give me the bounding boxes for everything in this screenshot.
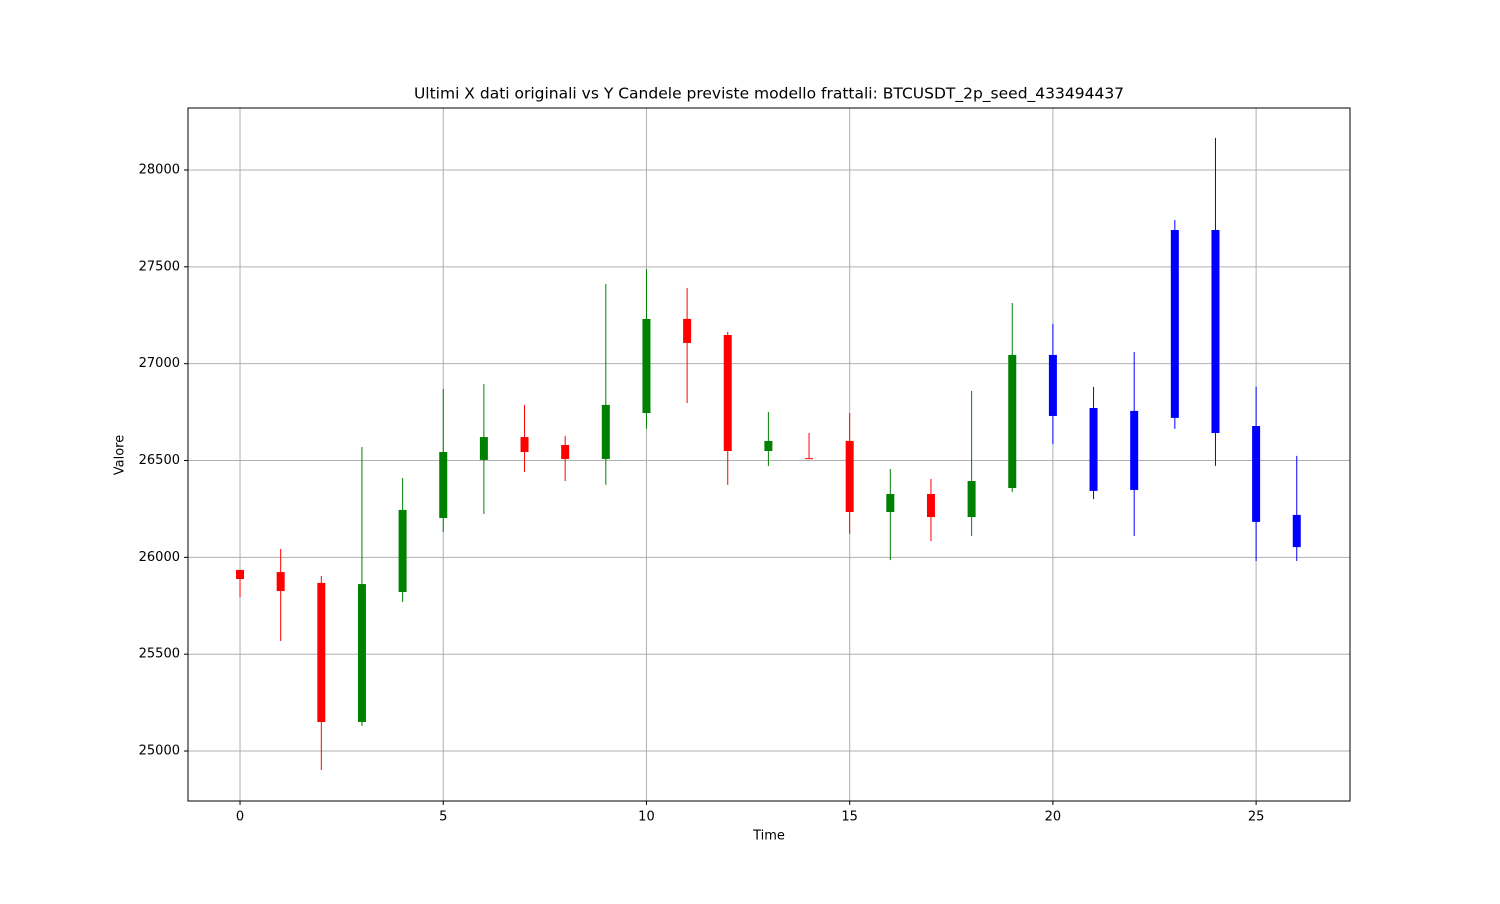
y-tick-label: 26000: [139, 550, 180, 565]
y-tick-label: 25500: [139, 647, 180, 662]
x-tick-label: 15: [841, 810, 858, 825]
x-tick-label: 20: [1045, 810, 1062, 825]
chart-title: Ultimi X dati originali vs Y Candele pre…: [414, 85, 1124, 104]
candle-body: [1170, 230, 1179, 418]
candle-body: [357, 584, 366, 722]
y-tick-label: 27500: [139, 259, 180, 274]
x-axis-label: Time: [752, 829, 785, 844]
candle-body: [601, 404, 610, 459]
candle-body: [236, 569, 245, 580]
candle-body: [1008, 354, 1017, 489]
candle-body: [642, 318, 651, 414]
x-tick-label: 10: [638, 810, 655, 825]
candle-body: [683, 318, 692, 343]
candle-body: [1089, 408, 1098, 491]
candle-body: [1211, 230, 1220, 434]
candle-body: [276, 572, 285, 592]
y-tick-label: 26500: [139, 453, 180, 468]
candle-body: [561, 445, 570, 459]
candle-body: [805, 458, 814, 460]
y-tick-label: 27000: [139, 356, 180, 371]
candle-body: [926, 494, 935, 518]
candle-body: [723, 334, 732, 452]
candle-body: [398, 509, 407, 593]
candle-body: [1252, 426, 1261, 522]
candle-body: [886, 494, 895, 513]
x-tick-label: 5: [439, 810, 447, 825]
y-tick-label: 28000: [139, 162, 180, 177]
x-tick-label: 25: [1248, 810, 1265, 825]
candle-body: [764, 440, 773, 452]
candle-body: [479, 437, 488, 460]
candle-body: [967, 481, 976, 518]
plot-frame: [187, 107, 1351, 802]
candle-body: [1292, 514, 1301, 548]
candle-body: [317, 582, 326, 722]
y-tick-label: 25000: [139, 744, 180, 759]
candle-body: [520, 437, 529, 452]
candle-body: [439, 451, 448, 519]
x-tick-label: 0: [236, 810, 244, 825]
candle-body: [1130, 410, 1139, 490]
y-axis-label: Valore: [113, 435, 128, 475]
candle-body: [845, 440, 854, 513]
candle-body: [1048, 354, 1057, 416]
